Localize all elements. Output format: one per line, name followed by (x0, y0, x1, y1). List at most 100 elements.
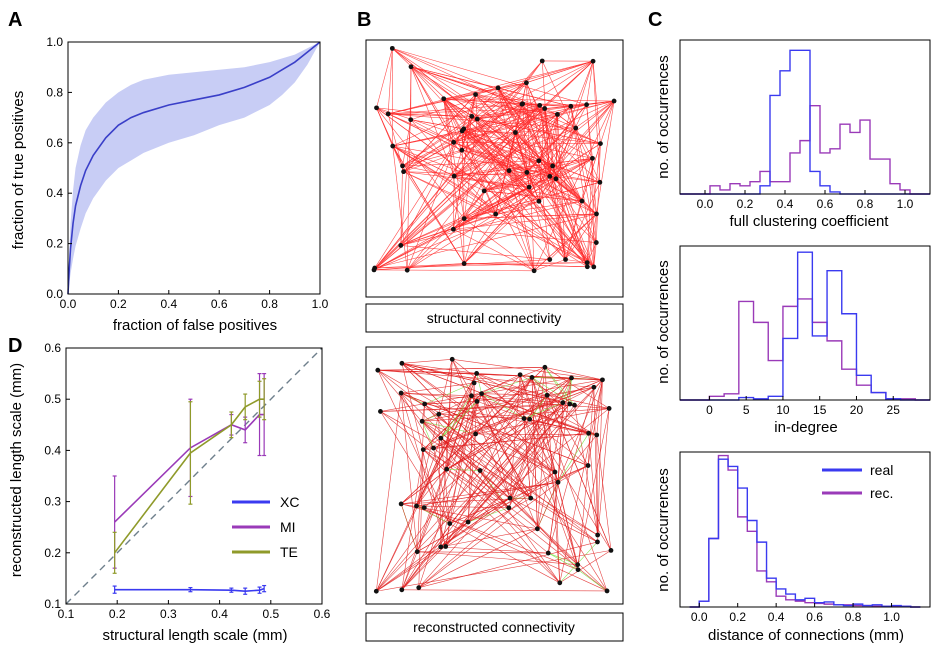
network-edge (497, 87, 553, 167)
network-edge (467, 507, 509, 523)
structural-caption-box (365, 303, 624, 333)
network-edge (392, 145, 455, 177)
network-node (591, 384, 597, 390)
network-node (441, 96, 447, 102)
network-node (555, 479, 561, 485)
network-edge (374, 263, 465, 269)
network-edge (529, 395, 548, 420)
network-node (537, 102, 543, 108)
network-node (555, 111, 560, 117)
network-edge (497, 87, 583, 202)
network-node (579, 198, 585, 204)
network-edge (531, 377, 538, 529)
network-edge (453, 176, 455, 230)
network-edge (463, 165, 553, 264)
network-edge (463, 108, 545, 219)
network-edge (433, 379, 603, 449)
network-edge (407, 172, 528, 271)
network-edge (597, 408, 610, 542)
network-edge (546, 395, 612, 551)
panelC3-xtick-label: 0.8 (845, 610, 862, 624)
network-edge (376, 107, 394, 147)
network-node (389, 45, 395, 51)
network-edge (377, 367, 545, 371)
network-edge (392, 48, 597, 243)
roc-confidence-band (68, 42, 320, 294)
network-edge (509, 374, 521, 499)
network-edge (424, 403, 531, 499)
network-edge (440, 359, 453, 547)
panel-c3-ylabel: no. of occurrences (655, 468, 672, 591)
network-node (544, 392, 550, 398)
network-edge (418, 379, 603, 588)
network-edge (440, 438, 451, 524)
network-edge (424, 418, 525, 508)
network-edge (392, 48, 545, 109)
network-edge (418, 528, 538, 588)
network-node (408, 64, 414, 70)
panel-d-ylabel: reconstructed length scale (mm) (8, 363, 25, 577)
panel-a-xlabel: fraction of false positives (113, 317, 277, 334)
panel-c-distance-histogram: no. of occurrences distance of connectio… (655, 451, 931, 644)
network-edge (417, 551, 578, 565)
panel-a-xtick-label: 0.6 (211, 297, 228, 311)
network-edge (416, 482, 559, 507)
network-edge (497, 87, 588, 267)
network-edge (476, 373, 563, 403)
network-edge (424, 401, 478, 405)
network-node (531, 268, 537, 274)
network-edge (402, 82, 527, 167)
panelC3-xtick-label: 0.6 (806, 610, 823, 624)
network-edge (574, 405, 598, 536)
network-node (399, 587, 405, 593)
network-node (529, 375, 535, 380)
panel-c-indegree-histogram: no. of occurrences in-degree 0 5 10 15 20 25 (655, 245, 931, 436)
network-edge (509, 404, 575, 499)
network-edge (376, 48, 393, 108)
network-edge (373, 60, 543, 271)
network-edge (453, 100, 615, 143)
panel-d-xtick-label: 0.4 (211, 607, 228, 621)
network-edge (453, 142, 601, 144)
reconstructed-caption: reconstructed connectivity (413, 619, 575, 635)
network-edge (401, 358, 453, 364)
network-edge (475, 94, 478, 120)
network-edge (443, 98, 463, 151)
network-node (422, 401, 428, 407)
network-edge (407, 213, 496, 271)
network-node (414, 549, 420, 555)
network-edge (593, 387, 598, 536)
panel-d-ytick-label: 0.6 (44, 341, 61, 355)
panel-d-axes-frame (65, 347, 323, 605)
identity-diagonal (65, 347, 323, 605)
network-edge (519, 374, 532, 499)
network-edge (376, 377, 533, 592)
real-histogram-step (689, 458, 921, 608)
network-node (451, 139, 457, 145)
network-edge (402, 116, 472, 167)
network-edge (401, 363, 610, 409)
panelC2-xtick-label: 20 (850, 403, 864, 417)
network-node (469, 393, 474, 399)
network-node (398, 243, 404, 248)
network-edge (410, 66, 539, 162)
network-edge (557, 434, 597, 483)
network-edge (376, 546, 446, 592)
network-edge (373, 200, 540, 271)
network-edge (401, 503, 469, 523)
panel-c-clustering-histogram: no. of occurrences full clustering coeff… (655, 39, 931, 230)
network-edge (471, 367, 546, 397)
network-edge (403, 171, 550, 177)
network-edge (401, 362, 477, 374)
network-edge (400, 61, 594, 246)
network-edge (461, 130, 588, 267)
panel-c2-ylabel: no. of occurrences (655, 260, 672, 383)
network-edge (467, 382, 475, 523)
network-node (547, 173, 553, 179)
network-edge (417, 497, 511, 552)
network-edge (461, 94, 476, 151)
network-edge (453, 213, 597, 230)
network-edge (538, 158, 593, 202)
network-node (474, 116, 480, 122)
network-edge (557, 402, 564, 483)
